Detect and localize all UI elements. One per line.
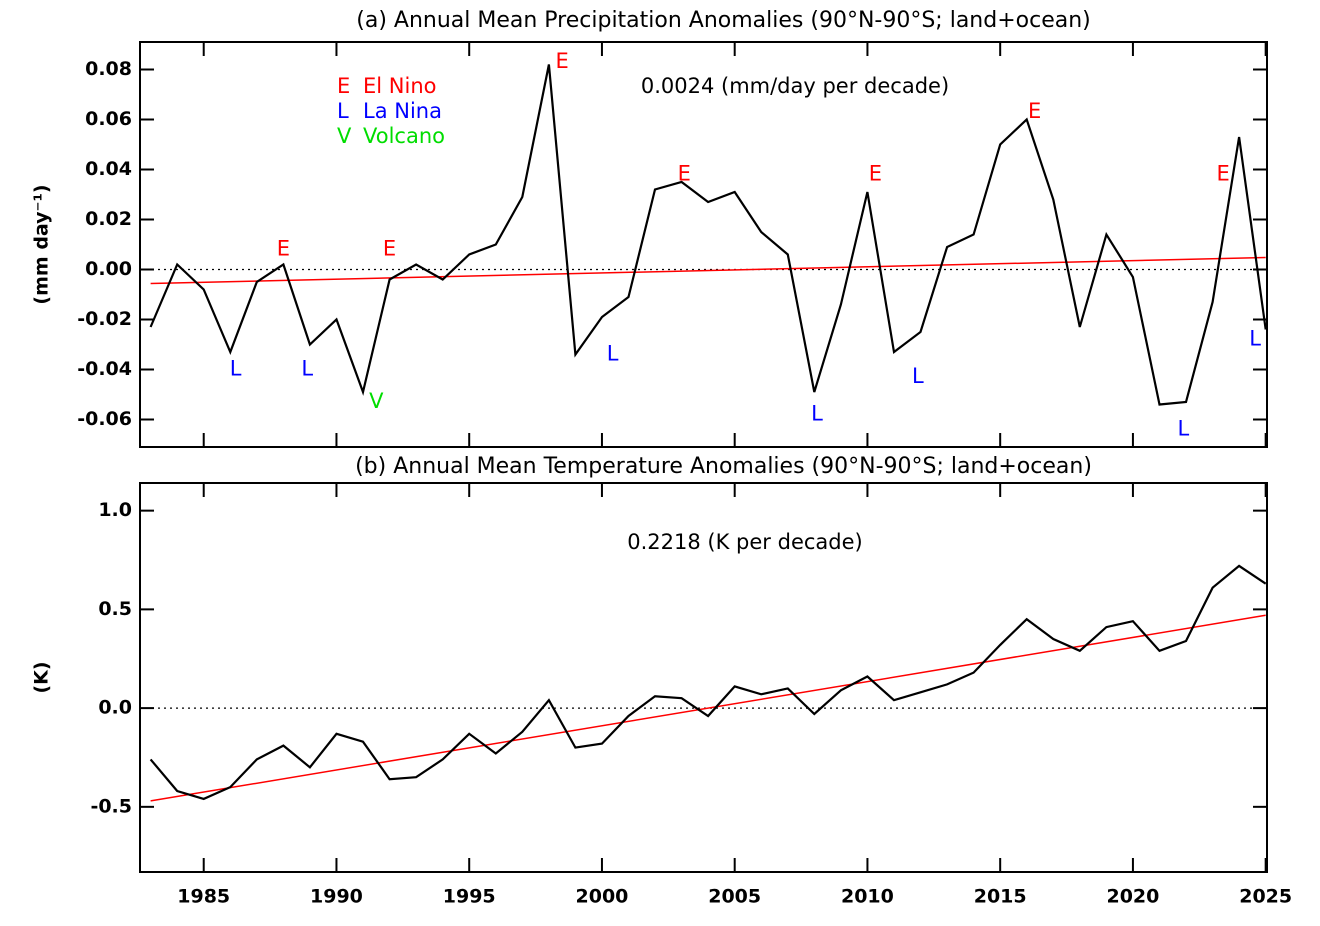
y-axis-label: (mm day⁻¹) — [31, 184, 53, 304]
legend-key: E — [337, 74, 350, 98]
legend-key: V — [337, 124, 352, 148]
legend-label: La Nina — [363, 99, 442, 123]
event-label: V — [369, 389, 384, 413]
x-tick-label: 2015 — [974, 886, 1027, 908]
event-label: E — [383, 237, 396, 261]
legend-label: Volcano — [363, 124, 445, 148]
event-label: L — [607, 342, 619, 366]
y-tick-label: 1.0 — [98, 499, 132, 521]
y-tick-label: 0.00 — [85, 258, 132, 280]
event-label: E — [555, 49, 568, 73]
plot-frame — [139, 41, 1268, 448]
x-tick-label: 1985 — [177, 886, 230, 908]
plot-frame — [139, 482, 1268, 873]
trend-line — [150, 256, 1266, 285]
event-label: L — [1178, 417, 1190, 441]
y-tick-label: 0.0 — [98, 697, 132, 719]
event-label: L — [912, 364, 924, 388]
x-tick-label: 1995 — [443, 886, 496, 908]
y-tick-label: 0.5 — [98, 598, 132, 620]
y-tick-label: -0.04 — [77, 358, 132, 380]
trend-label: 0.2218 (K per decade) — [627, 530, 862, 554]
trend-line — [150, 614, 1266, 802]
y-tick-label: -0.06 — [77, 408, 132, 430]
x-tick-label: 2005 — [708, 886, 761, 908]
x-tick-label: 1990 — [310, 886, 363, 908]
x-tick-label: 2000 — [576, 886, 629, 908]
x-tick-label: 2010 — [841, 886, 894, 908]
data-line — [149, 64, 1267, 406]
x-tick-label: 2020 — [1106, 886, 1159, 908]
y-tick-label: -0.5 — [90, 795, 132, 817]
legend-key: L — [337, 99, 349, 123]
y-tick-label: 0.02 — [85, 208, 132, 230]
event-label: L — [1249, 327, 1261, 351]
chart-title: (a) Annual Mean Precipitation Anomalies … — [356, 8, 1091, 33]
event-label: E — [869, 162, 882, 186]
trend-label: 0.0024 (mm/day per decade) — [641, 74, 949, 98]
legend-label: El Nino — [363, 74, 436, 98]
data-line — [149, 564, 1267, 801]
x-tick-label: 2025 — [1239, 886, 1292, 908]
event-label: E — [678, 162, 691, 186]
y-tick-label: 0.06 — [85, 108, 132, 130]
event-label: E — [1028, 99, 1041, 123]
event-label: E — [277, 237, 290, 261]
chart-title: (b) Annual Mean Temperature Anomalies (9… — [355, 454, 1092, 479]
event-label: L — [811, 402, 823, 426]
event-label: L — [230, 357, 242, 381]
y-axis-label: (K) — [31, 661, 53, 693]
y-tick-label: 0.08 — [85, 58, 132, 80]
event-label: L — [301, 357, 313, 381]
event-label: E — [1217, 162, 1230, 186]
y-tick-label: 0.04 — [85, 158, 132, 180]
y-tick-label: -0.02 — [77, 308, 132, 330]
